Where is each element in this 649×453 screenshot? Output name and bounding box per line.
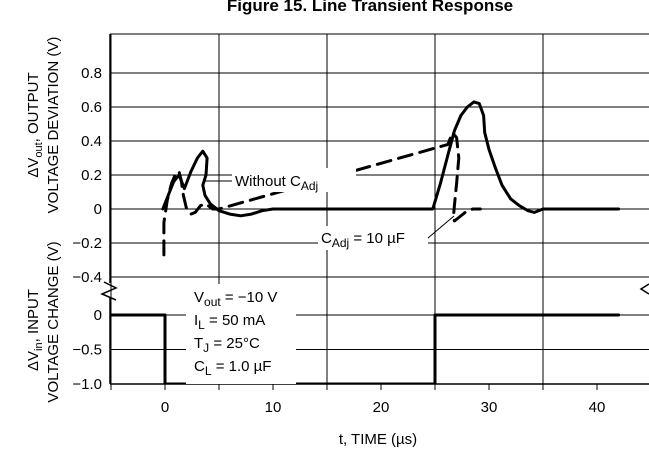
condition-line: IL = 50 mA — [194, 312, 265, 332]
x-axis-label: t, TIME (µs) — [339, 431, 417, 448]
bottom-series — [110, 313, 621, 384]
y-tick-label-top: 0 — [94, 201, 102, 218]
y-ticks-bottom: 0 −0.5 −1.0 — [72, 307, 102, 393]
y-tick-label-bottom: −1.0 — [72, 376, 102, 393]
x-tick-label: 0 — [161, 399, 169, 416]
y-tick-label-top: 0.6 — [81, 99, 102, 116]
condition-line: TJ = 25°C — [194, 335, 260, 355]
top-series — [161, 100, 621, 257]
x-tick-label: 20 — [373, 399, 390, 416]
x-tick-label: 40 — [589, 399, 606, 416]
y-tick-label-top: 0.8 — [81, 65, 102, 82]
y-tick-label-top: 0.4 — [81, 133, 102, 150]
x-ticks: 0 10 20 30 40 — [161, 399, 606, 416]
series-line-1 — [162, 131, 482, 257]
y-ticks-top: 0.8 0.6 0.4 0.2 0 −0.2 −0.4 — [72, 65, 102, 286]
y-tick-label-top: −0.4 — [72, 269, 102, 286]
x-tick-label: 10 — [265, 399, 282, 416]
y-tick-label-bottom: 0 — [94, 307, 102, 324]
chart-title: Figure 15. Line Transient Response — [227, 0, 513, 15]
condition-line: Vout = −10 V — [194, 289, 277, 309]
y-axis-label-bottom-line1: ΔVin, INPUT — [25, 289, 45, 371]
series-line-0 — [110, 313, 621, 384]
y-tick-label-bottom: −0.5 — [72, 342, 102, 359]
y-axis-label-top-line1: ΔVout, OUTPUT — [25, 72, 45, 177]
axis-break-right — [639, 283, 649, 295]
y-axis-label-top-line2: VOLTAGE DEVIATION (V) — [45, 37, 62, 214]
conditions-block: Vout = −10 V IL = 50 mA TJ = 25°C CL = 1.0 … — [194, 289, 277, 378]
x-tick-label: 30 — [481, 399, 498, 416]
annotation-without-cadj: Without CAdj — [235, 173, 318, 193]
y-tick-label-top: −0.2 — [72, 235, 102, 252]
axis-break-left — [100, 281, 118, 301]
condition-line: CL = 1.0 µF — [194, 358, 271, 378]
y-tick-label-top: 0.2 — [81, 167, 102, 184]
series-line-0 — [161, 100, 621, 218]
annotation-cadj-10uf: CAdj = 10 µF — [321, 230, 405, 250]
y-axis-label-bottom-line2: VOLTAGE CHANGE (V) — [45, 241, 62, 402]
